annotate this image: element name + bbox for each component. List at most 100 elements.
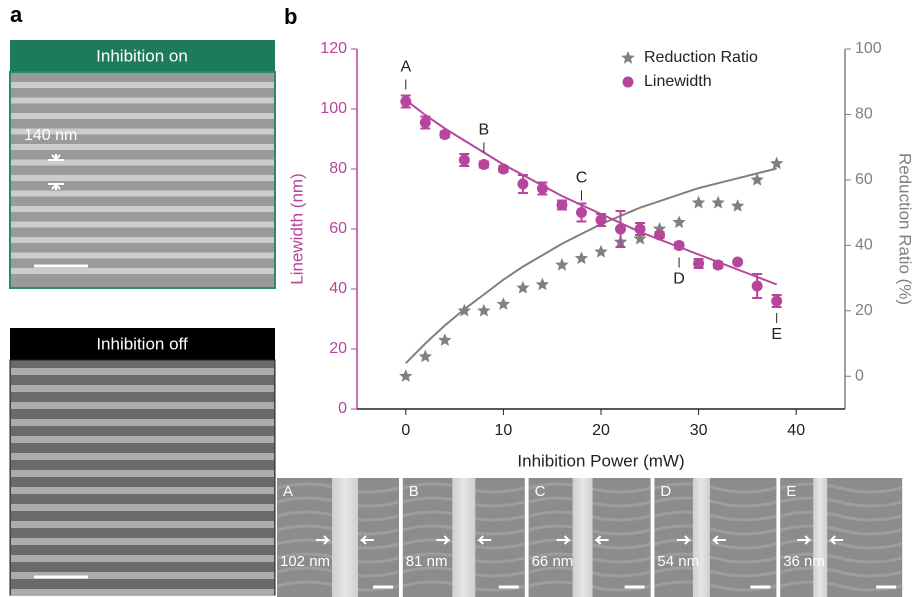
- stripe: [11, 206, 274, 212]
- stripes: [11, 82, 274, 274]
- stripe: [11, 252, 274, 259]
- panel-label: b: [284, 4, 297, 29]
- arrows: [316, 535, 374, 545]
- annotation: B: [479, 122, 490, 139]
- point: [594, 244, 608, 258]
- stripe: [11, 221, 274, 228]
- line-feature: [692, 478, 710, 597]
- y-tick-label: 100: [320, 100, 347, 117]
- point: [711, 195, 725, 209]
- stripe: [11, 97, 274, 104]
- tile-label: 81 nm: [406, 553, 448, 570]
- texture: [779, 524, 903, 536]
- texture: [654, 524, 777, 536]
- y-tick-label: 40: [329, 280, 347, 297]
- point: [516, 280, 530, 294]
- y2-tick-label: 60: [855, 171, 873, 188]
- stripe: [11, 555, 274, 562]
- stripe: [11, 159, 274, 166]
- texture: [654, 580, 777, 592]
- arrows: [48, 154, 64, 190]
- y2-tick-label: 100: [855, 40, 882, 57]
- tile-label: 66 nm: [532, 553, 574, 570]
- y2-tick-label: 20: [855, 302, 873, 319]
- stripe: [11, 419, 274, 426]
- x-tick-label: 0: [401, 422, 410, 439]
- panel-label: a: [10, 2, 23, 27]
- y-tick-label: 120: [320, 40, 347, 57]
- point: [477, 303, 491, 317]
- texture: [654, 566, 777, 578]
- stripe: [11, 572, 274, 579]
- point: [439, 129, 451, 140]
- point: [574, 251, 589, 265]
- x-tick-label: 10: [495, 422, 513, 439]
- point: [536, 183, 548, 194]
- point: [654, 229, 666, 241]
- point: [496, 297, 511, 310]
- point: [556, 199, 568, 211]
- point: [595, 214, 607, 226]
- point: [478, 159, 490, 170]
- point: [633, 231, 647, 245]
- stripe: [11, 82, 274, 88]
- point: [672, 215, 686, 229]
- point: [691, 195, 706, 209]
- point: [751, 280, 763, 292]
- point: [497, 163, 509, 175]
- texture: [654, 482, 777, 494]
- y2-tick-label: 80: [855, 106, 873, 123]
- point: [419, 117, 431, 128]
- annotation: 140 nm: [24, 127, 77, 144]
- panel-a: a Inhibition on 140 nm Inhibition off: [9, 2, 276, 596]
- fit-line: [405, 99, 778, 286]
- tile-label: 102 nm: [280, 553, 330, 570]
- texture: [779, 496, 903, 508]
- y-tick-label: 80: [329, 160, 347, 177]
- tile-letter: B: [409, 483, 419, 500]
- stripes: [11, 368, 274, 596]
- stripe: [11, 470, 274, 477]
- y-tick-label: 0: [338, 400, 347, 417]
- point: [615, 223, 627, 235]
- stripe: [11, 487, 274, 494]
- stripe: [11, 144, 274, 150]
- y2-axis-label: Reduction Ratio (%): [896, 153, 912, 305]
- x-axis-label: Inhibition Power (mW): [517, 451, 684, 470]
- stripe: [11, 436, 274, 443]
- y-tick-label: 60: [329, 220, 347, 237]
- fit-line: [405, 167, 777, 364]
- stripe: [11, 402, 274, 409]
- y-axis-label: Linewidth (nm): [287, 173, 306, 285]
- texture: [779, 566, 903, 578]
- point: [712, 259, 724, 271]
- legend-marker: [622, 76, 634, 88]
- stripe: [11, 190, 274, 197]
- y-tick-label: 20: [329, 340, 347, 357]
- stripe: [11, 368, 274, 375]
- stripe: [11, 538, 274, 545]
- texture: [779, 552, 903, 564]
- point: [438, 333, 452, 346]
- x-tick-label: 30: [690, 422, 708, 439]
- texture: [654, 538, 777, 550]
- stripe: [11, 175, 274, 181]
- tile-letter: C: [535, 483, 546, 500]
- point: [634, 223, 646, 235]
- point: [771, 295, 783, 307]
- line-feature: [332, 478, 358, 597]
- stripe: [11, 237, 274, 243]
- arrows: [436, 535, 492, 545]
- legend-label: Linewidth: [644, 73, 712, 90]
- annotation: A: [400, 59, 411, 76]
- legend-label: Reduction Ratio: [644, 49, 758, 66]
- texture: [779, 482, 903, 494]
- annotation: E: [771, 326, 782, 343]
- legend-marker: [621, 51, 635, 64]
- x-tick-label: 40: [787, 422, 805, 439]
- stripe: [11, 521, 274, 528]
- header-text: Inhibition off: [96, 334, 188, 353]
- stripe: [11, 128, 274, 135]
- tile-label: 54 nm: [657, 553, 699, 570]
- point: [673, 240, 685, 251]
